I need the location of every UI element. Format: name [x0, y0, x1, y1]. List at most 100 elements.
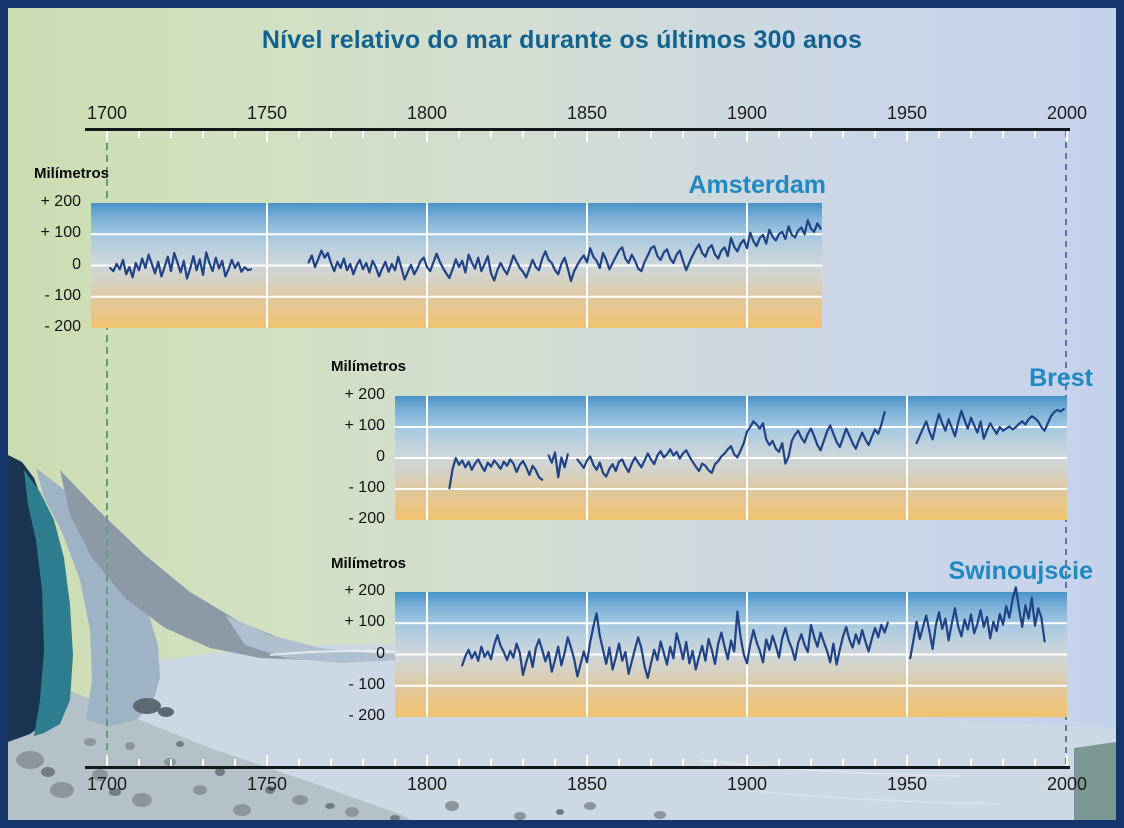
year-label: 1800: [406, 103, 448, 123]
y-tick-label: - 200: [348, 510, 385, 527]
cliff-bluegray: [36, 468, 160, 726]
year-label: 1950: [886, 103, 928, 123]
year-label: 1750: [246, 774, 288, 794]
year-label: 2000: [1046, 774, 1088, 794]
major-tick: [106, 755, 108, 766]
minor-tick: [1034, 131, 1036, 138]
series-line-amsterdam: [307, 219, 822, 283]
wave-contour: [699, 759, 961, 777]
minor-tick: [458, 759, 460, 766]
y-axis-title-brest: Milímetros: [331, 358, 407, 375]
minor-tick: [842, 759, 844, 766]
year-label: 1850: [566, 774, 608, 794]
panel-swinoujscie: [395, 586, 1067, 717]
y-tick-label: 0: [376, 448, 385, 465]
minor-tick: [874, 759, 876, 766]
plot-area-amsterdam: [91, 203, 822, 328]
year-label: 1700: [86, 103, 128, 123]
wave-contour: [759, 791, 1001, 805]
sea-shape: [120, 644, 1116, 828]
minor-tick: [970, 759, 972, 766]
station-label-amsterdam: Amsterdam: [688, 171, 826, 199]
y-tick-label: + 200: [344, 582, 385, 599]
pebbles-dark: [41, 741, 564, 821]
minor-tick: [714, 131, 716, 138]
minor-tick: [234, 759, 236, 766]
cliff-teal: [24, 470, 73, 736]
minor-tick: [522, 759, 524, 766]
minor-tick: [1002, 759, 1004, 766]
y-tick-label: - 100: [348, 479, 385, 496]
major-tick: [106, 131, 108, 142]
year-label: 1900: [726, 103, 768, 123]
deep-water-corner: [1074, 742, 1116, 828]
panel-amsterdam: [91, 203, 822, 328]
bottom-axis-line: [85, 766, 1070, 769]
minor-tick: [1034, 759, 1036, 766]
minor-tick: [938, 759, 940, 766]
year-label: 1900: [726, 774, 768, 794]
year-label: 1700: [86, 774, 128, 794]
y-tick-label: - 100: [44, 286, 81, 304]
minor-tick: [842, 131, 844, 138]
cliff-foothill: [225, 615, 432, 663]
minor-tick: [682, 131, 684, 138]
major-tick: [1066, 131, 1068, 142]
major-tick: [906, 131, 908, 142]
major-tick: [586, 755, 588, 766]
minor-tick: [874, 131, 876, 138]
cliff-gray-ridge: [60, 470, 350, 660]
minor-tick: [522, 131, 524, 138]
minor-tick: [938, 131, 940, 138]
minor-tick: [170, 759, 172, 766]
y-tick-label: + 100: [344, 417, 385, 434]
minor-tick: [234, 131, 236, 138]
series-line-amsterdam: [109, 251, 253, 280]
y-axis-title-amsterdam: Milímetros: [34, 165, 110, 182]
minor-tick: [202, 131, 204, 138]
minor-tick: [810, 131, 812, 138]
y-tick-label: - 100: [348, 675, 385, 693]
minor-tick: [970, 131, 972, 138]
station-label-swinoujscie: Swinoujscie: [948, 557, 1093, 585]
major-tick: [426, 755, 428, 766]
y-tick-label: 0: [72, 255, 81, 273]
minor-tick: [778, 759, 780, 766]
year-label: 1750: [246, 103, 288, 123]
station-label-brest: Brest: [1029, 364, 1093, 392]
minor-tick: [330, 131, 332, 138]
minor-tick: [362, 131, 364, 138]
minor-tick: [618, 759, 620, 766]
minor-tick: [298, 131, 300, 138]
top-axis-line: [85, 128, 1070, 131]
minor-tick: [650, 759, 652, 766]
minor-tick: [330, 759, 332, 766]
major-tick: [1066, 755, 1068, 766]
minor-tick: [714, 759, 716, 766]
minor-tick: [170, 131, 172, 138]
plot-area-brest: [395, 396, 1067, 520]
minor-tick: [138, 131, 140, 138]
plot-area-swinoujscie: [395, 586, 1067, 717]
minor-tick: [490, 131, 492, 138]
major-tick: [266, 131, 268, 142]
minor-tick: [810, 759, 812, 766]
minor-tick: [394, 759, 396, 766]
series-line-swinoujscie: [909, 586, 1046, 660]
minor-tick: [362, 759, 364, 766]
major-tick: [906, 755, 908, 766]
minor-tick: [554, 131, 556, 138]
major-tick: [426, 131, 428, 142]
series-line-brest: [547, 451, 569, 479]
minor-tick: [618, 131, 620, 138]
minor-tick: [778, 131, 780, 138]
minor-tick: [682, 759, 684, 766]
major-tick: [586, 131, 588, 142]
panel-brest: [395, 396, 1067, 520]
y-axis-title-swinoujscie: Milímetros: [331, 555, 407, 572]
beach-shape: [8, 668, 425, 828]
year-label: 1850: [566, 103, 608, 123]
series-line-brest: [915, 407, 1065, 445]
